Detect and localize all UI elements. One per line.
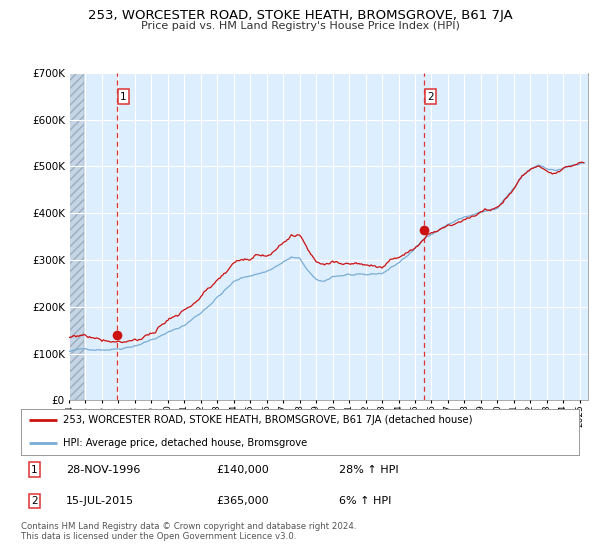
- Text: 1: 1: [31, 465, 38, 475]
- Text: 28% ↑ HPI: 28% ↑ HPI: [339, 465, 398, 475]
- Text: Contains HM Land Registry data © Crown copyright and database right 2024.
This d: Contains HM Land Registry data © Crown c…: [21, 522, 356, 542]
- Text: 2: 2: [427, 91, 434, 101]
- Text: £140,000: £140,000: [216, 465, 269, 475]
- Text: HPI: Average price, detached house, Bromsgrove: HPI: Average price, detached house, Brom…: [63, 438, 307, 448]
- Text: 1: 1: [120, 91, 127, 101]
- Text: 253, WORCESTER ROAD, STOKE HEATH, BROMSGROVE, B61 7JA (detached house): 253, WORCESTER ROAD, STOKE HEATH, BROMSG…: [63, 416, 472, 425]
- Text: 15-JUL-2015: 15-JUL-2015: [65, 496, 134, 506]
- Text: 28-NOV-1996: 28-NOV-1996: [65, 465, 140, 475]
- Bar: [69, 73, 84, 400]
- Text: £365,000: £365,000: [216, 496, 269, 506]
- Text: 253, WORCESTER ROAD, STOKE HEATH, BROMSGROVE, B61 7JA: 253, WORCESTER ROAD, STOKE HEATH, BROMSG…: [88, 9, 512, 22]
- Text: 2: 2: [31, 496, 38, 506]
- Text: 6% ↑ HPI: 6% ↑ HPI: [339, 496, 391, 506]
- Text: Price paid vs. HM Land Registry's House Price Index (HPI): Price paid vs. HM Land Registry's House …: [140, 21, 460, 31]
